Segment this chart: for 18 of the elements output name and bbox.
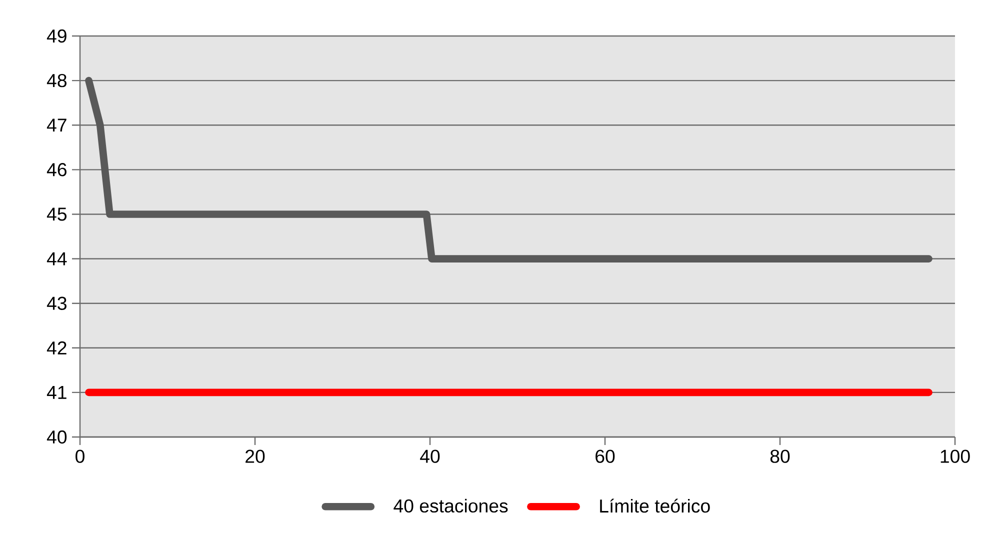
legend-label: Límite teórico [600, 498, 710, 513]
y-tick-label: 45 [46, 208, 67, 221]
x-tick-label: 100 [940, 450, 970, 463]
x-tick-label: 40 [420, 450, 440, 463]
y-tick-label: 41 [46, 386, 66, 399]
y-tick-label: 44 [46, 252, 67, 266]
y-tick-label: 42 [46, 341, 66, 354]
y-tick-label: 48 [46, 74, 66, 88]
x-tick-label: 0 [76, 450, 84, 463]
y-tick-label: 40 [46, 430, 67, 444]
x-tick-label: 80 [770, 450, 790, 463]
legend-label: 40 estaciones [394, 498, 508, 513]
y-tick-label: 46 [46, 163, 66, 176]
x-tick-label: 20 [246, 450, 265, 463]
x-tick-label: 60 [596, 450, 615, 463]
y-tick-label: 49 [46, 29, 66, 43]
y-tick-label: 47 [46, 118, 66, 132]
y-tick-label: 43 [46, 296, 66, 310]
